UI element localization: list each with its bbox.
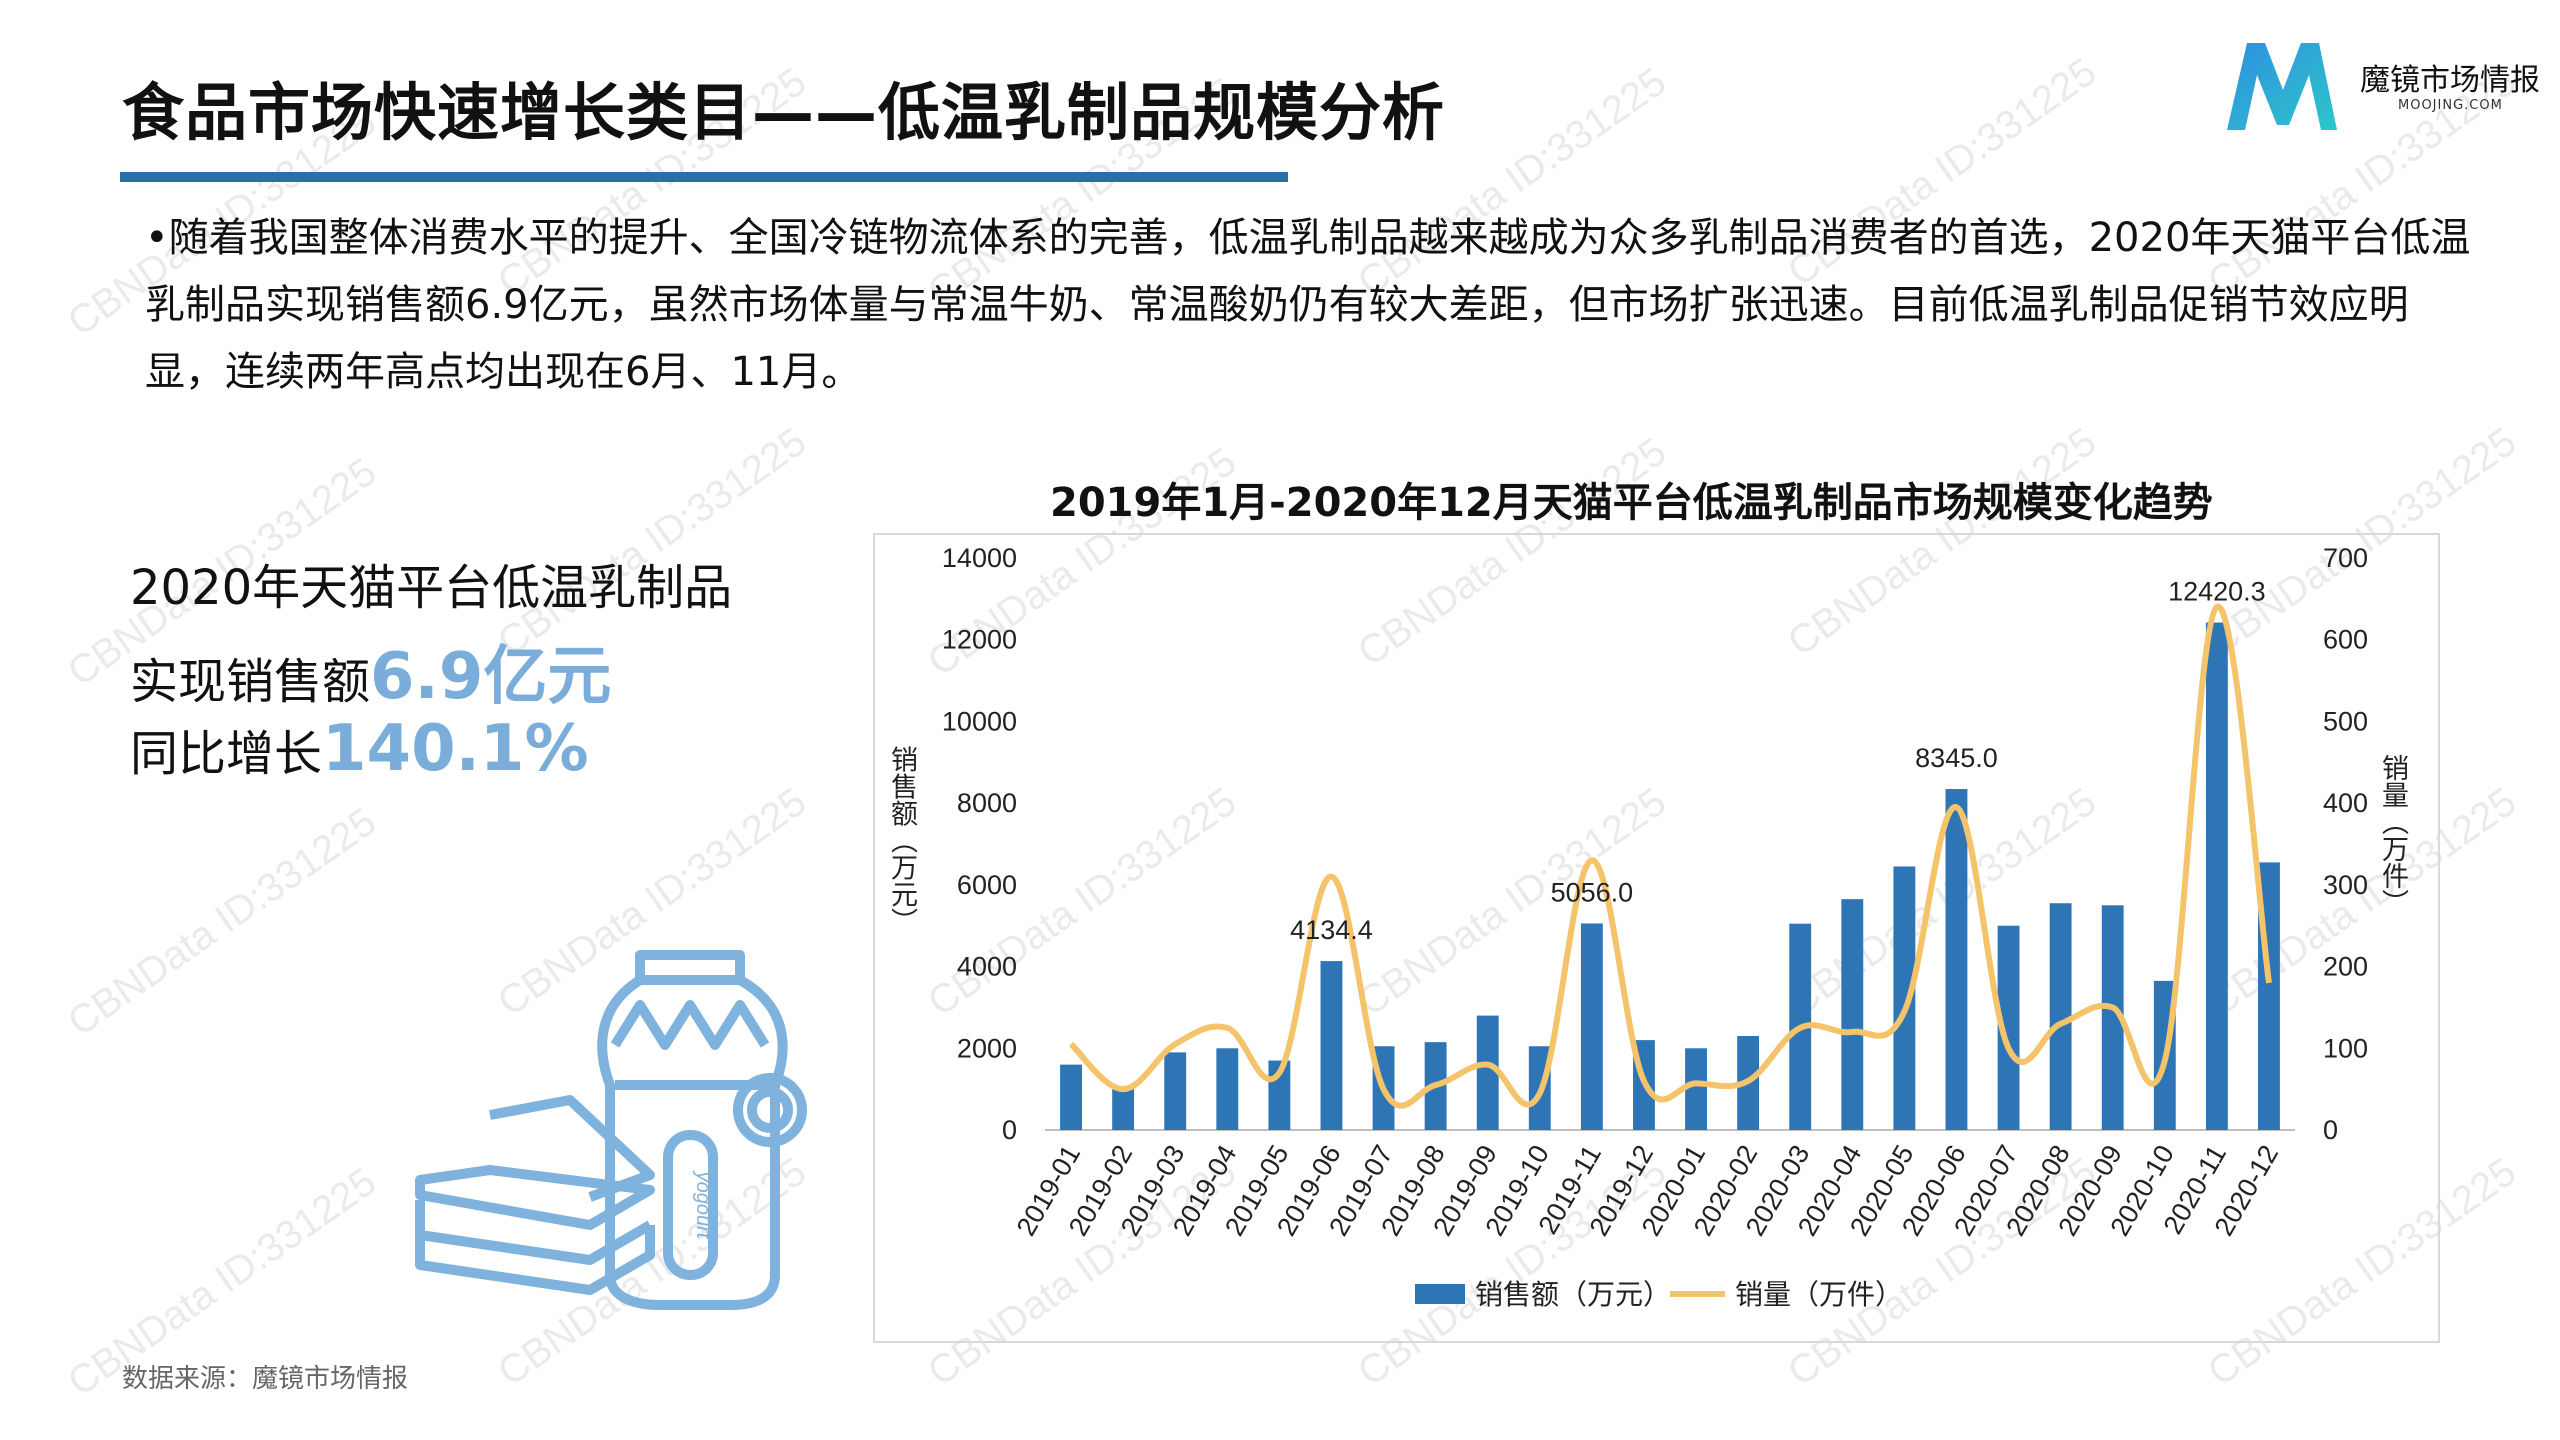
kpi-sales-label: 实现销售额 <box>130 654 371 710</box>
y-tick-label: 2000 <box>957 1033 1017 1063</box>
bar-sales <box>1112 1089 1135 1130</box>
legend-swatch-sales <box>1415 1284 1465 1304</box>
bar-sales <box>1580 923 1603 1130</box>
title-underline <box>120 172 1288 182</box>
bar-data-label: 8345.0 <box>1915 743 1998 773</box>
y-tick-label: 0 <box>1002 1115 1017 1145</box>
y2-tick-label: 0 <box>2323 1115 2338 1145</box>
y-tick-label: 6000 <box>957 870 1017 900</box>
bar-sales <box>1685 1048 1707 1130</box>
kpi-line-2: 实现销售额6.9亿元 <box>130 625 611 717</box>
line-volume <box>1068 603 2272 1109</box>
legend-label-sales: 销售额（万元） <box>1475 1279 1671 1310</box>
y-tick-label: 4000 <box>957 952 1017 982</box>
bar-sales <box>2101 905 2124 1130</box>
kpi-growth-label: 同比增长 <box>130 726 323 782</box>
y2-tick-label: 600 <box>2323 625 2368 655</box>
intro-paragraph: •随着我国整体消费水平的提升、全国冷链物流体系的完善，低温乳制品越来越成为众多乳… <box>145 215 2471 395</box>
chart-title: 2019年1月-2020年12月天猫平台低温乳制品市场规模变化趋势 <box>1050 480 2213 526</box>
bar-data-label: 5056.0 <box>1551 877 1634 907</box>
bottle-label: yogourt <box>692 1170 714 1240</box>
y-tick-label: 14000 <box>942 543 1017 573</box>
y-tick-label: 8000 <box>957 788 1017 818</box>
bar-sales <box>1997 925 2020 1130</box>
kpi-growth-value: 140.1% <box>322 712 589 786</box>
y2-tick-label: 700 <box>2323 543 2368 573</box>
bar-sales <box>1320 961 1343 1130</box>
logo-domain: MOOJING.COM <box>2398 98 2503 113</box>
y2-tick-label: 500 <box>2323 706 2368 736</box>
bar-sales <box>2049 903 2072 1130</box>
bar-sales <box>1164 1052 1187 1130</box>
yogurt-bottle-illustration: yogourt <box>415 950 807 1310</box>
y2-tick-label: 400 <box>2323 788 2368 818</box>
bar-sales <box>1945 789 1968 1130</box>
bar-sales <box>1060 1064 1082 1130</box>
bar-sales <box>1216 1048 1239 1130</box>
page-title: 食品市场快速增长类目——低温乳制品规模分析 <box>122 76 1446 149</box>
bar-sales <box>1476 1015 1499 1130</box>
data-source: 数据来源：魔镜市场情报 <box>122 1364 409 1394</box>
chart-frame <box>873 533 2440 1343</box>
kpi-line-1: 2020年天猫平台低温乳制品 <box>130 560 733 616</box>
kpi-line-3: 同比增长140.1% <box>130 712 589 786</box>
y2-tick-label: 100 <box>2323 1033 2368 1063</box>
y-tick-label: 10000 <box>942 706 1017 736</box>
bar-sales <box>1893 866 1916 1130</box>
bar-sales <box>2205 622 2228 1130</box>
moojing-logo-icon <box>2227 43 2337 130</box>
y2-tick-label: 200 <box>2323 952 2368 982</box>
bar-data-label: 4134.4 <box>1290 915 1373 945</box>
bar-sales <box>1841 899 1864 1130</box>
y2-axis-title: 销量（万件） <box>2378 754 2409 916</box>
bar-data-label: 12420.3 <box>2168 577 2266 607</box>
y-tick-label: 12000 <box>942 625 1017 655</box>
legend-label-volume: 销量（万件） <box>1735 1279 1903 1310</box>
y2-tick-label: 300 <box>2323 870 2368 900</box>
y-axis-title: 销售额（万元） <box>887 745 918 934</box>
kpi-sales-value: 6.9亿元 <box>370 640 612 714</box>
logo-name: 魔镜市场情报 <box>2360 63 2540 98</box>
